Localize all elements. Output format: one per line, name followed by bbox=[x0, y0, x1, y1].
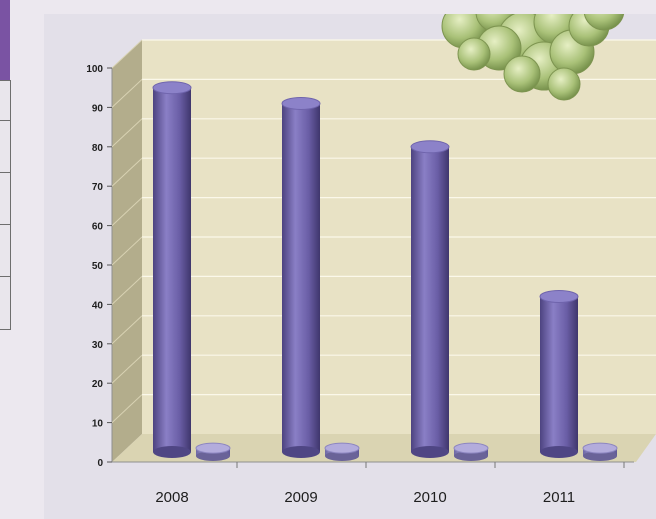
gridline-side bbox=[111, 276, 143, 305]
y-tick-label: 80 bbox=[92, 143, 104, 154]
x-axis-labels: 2008 2009 2010 2011 bbox=[155, 462, 625, 506]
gridline-side bbox=[111, 157, 143, 187]
table-cell bbox=[0, 80, 11, 121]
bar-base bbox=[411, 446, 449, 458]
bar bbox=[282, 103, 320, 453]
bar-top bbox=[152, 81, 192, 95]
bar-top bbox=[582, 442, 618, 454]
bar-base bbox=[454, 451, 488, 461]
bar-top bbox=[195, 442, 231, 454]
grapes-photo bbox=[441, 14, 625, 101]
bar-base bbox=[282, 446, 320, 458]
chart-panel: 0 10 20 30 40 50 60 70 80 90 100 2008 2009 2010 2011 bbox=[44, 14, 656, 519]
bar-top bbox=[324, 442, 360, 454]
x-tick-label: 2011 bbox=[543, 489, 575, 506]
y-tick-label: 70 bbox=[92, 182, 104, 193]
chart-bars bbox=[152, 81, 618, 461]
gridline-side bbox=[111, 79, 143, 108]
y-tick-label: 40 bbox=[92, 300, 104, 311]
grape bbox=[457, 37, 491, 71]
y-tick-label: 10 bbox=[92, 419, 104, 430]
bar-top bbox=[453, 442, 489, 454]
y-tick-label: 100 bbox=[86, 64, 103, 75]
table-cell bbox=[0, 276, 11, 330]
bar-base bbox=[325, 451, 359, 461]
bar bbox=[153, 87, 191, 452]
bar-base bbox=[153, 446, 191, 458]
bar-chart: 0 10 20 30 40 50 60 70 80 90 100 2008 2009 2010 2011 bbox=[86, 14, 656, 506]
gridline-side bbox=[111, 354, 143, 384]
x-tick-label: 2009 bbox=[284, 489, 317, 506]
y-tick-label: 0 bbox=[97, 458, 103, 469]
x-tick-label: 2010 bbox=[413, 489, 446, 506]
y-tick-label: 30 bbox=[92, 340, 104, 351]
grape bbox=[583, 14, 625, 31]
gridline-side bbox=[111, 315, 143, 345]
partial-data-table bbox=[0, 0, 11, 330]
table-cell bbox=[0, 224, 11, 277]
x-tick-label: 2008 bbox=[155, 489, 188, 506]
gridline-side bbox=[111, 394, 143, 423]
y-tick-label: 60 bbox=[92, 222, 104, 233]
bar-top bbox=[539, 290, 579, 304]
table-header-cell bbox=[0, 0, 10, 80]
bar bbox=[411, 146, 449, 453]
grape bbox=[547, 67, 581, 101]
bar-base bbox=[583, 451, 617, 461]
bar-base bbox=[196, 451, 230, 461]
bar-base bbox=[540, 446, 578, 458]
gridline-side bbox=[111, 39, 143, 69]
y-tick-label: 90 bbox=[92, 103, 104, 114]
table-cell bbox=[0, 172, 11, 225]
bar-top bbox=[281, 96, 321, 110]
y-tick-label: 20 bbox=[92, 379, 104, 390]
bar bbox=[540, 296, 578, 452]
y-axis-ticks: 0 10 20 30 40 50 60 70 80 90 100 bbox=[86, 64, 112, 469]
gridline-side bbox=[111, 236, 143, 266]
table-cell bbox=[0, 120, 11, 173]
bar-top bbox=[410, 140, 450, 154]
gridline-side bbox=[111, 118, 143, 148]
grape bbox=[503, 55, 541, 93]
gridline-side bbox=[111, 197, 143, 226]
floor bbox=[112, 434, 656, 462]
y-tick-label: 50 bbox=[92, 261, 104, 272]
